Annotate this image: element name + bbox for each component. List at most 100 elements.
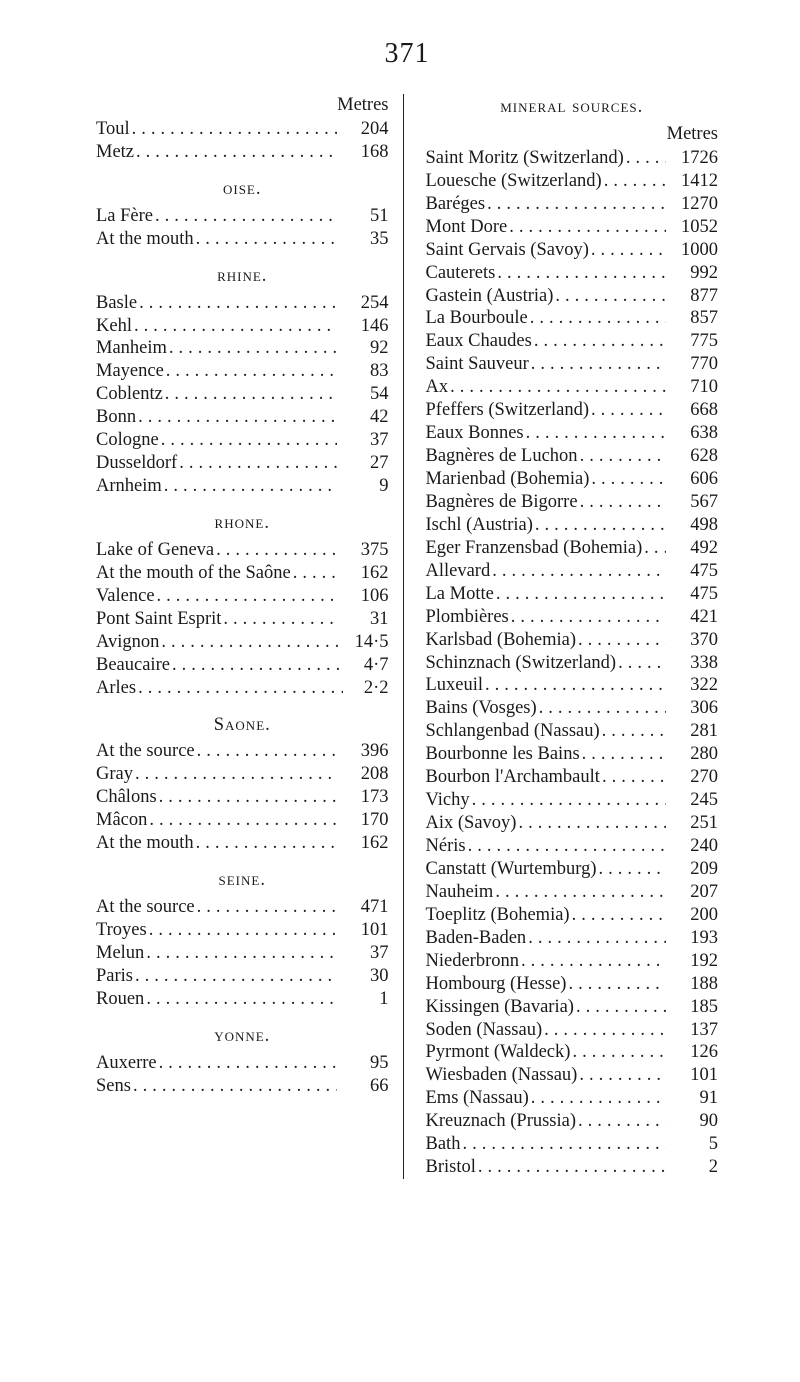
leader-dots xyxy=(495,262,666,285)
leader-dots xyxy=(130,118,337,141)
leader-dots xyxy=(566,973,666,996)
row-label: Pyrmont (Waldeck) xyxy=(426,1041,571,1064)
leader-dots xyxy=(483,674,666,697)
data-row: Néris240 xyxy=(426,835,719,858)
data-row: Hombourg (Hesse) 188 xyxy=(426,973,719,996)
row-value: 208 xyxy=(337,763,389,786)
row-value: 31 xyxy=(337,608,389,631)
row-label: Gray xyxy=(96,763,133,786)
data-row: Melun37 xyxy=(96,942,389,965)
data-row: Bagnères de Luchon628 xyxy=(426,445,719,468)
row-value: 245 xyxy=(666,789,718,812)
leader-dots xyxy=(553,285,666,308)
row-value: 638 xyxy=(666,422,718,445)
row-value: 200 xyxy=(666,904,718,927)
row-value: 95 xyxy=(337,1052,389,1075)
row-label: Melun xyxy=(96,942,144,965)
row-value: 35 xyxy=(337,228,389,251)
row-label: La Fère xyxy=(96,205,153,228)
row-value: 2 xyxy=(666,1156,718,1179)
row-value: 475 xyxy=(666,560,718,583)
row-value: 92 xyxy=(337,337,389,360)
row-value: 54 xyxy=(337,383,389,406)
leader-dots xyxy=(589,399,666,422)
row-value: 1 xyxy=(337,988,389,1011)
leader-dots xyxy=(507,216,666,239)
leader-dots xyxy=(466,835,666,858)
data-row: Auxerre95 xyxy=(96,1052,389,1075)
row-label: Saint Sauveur xyxy=(426,353,529,376)
row-label: Schlangenbad (Nassau) xyxy=(426,720,600,743)
row-value: 27 xyxy=(337,452,389,475)
data-row: Mayence83 xyxy=(96,360,389,383)
row-label: Mâcon xyxy=(96,809,147,832)
leader-dots xyxy=(542,1019,666,1042)
leader-dots xyxy=(147,809,336,832)
row-value: 567 xyxy=(666,491,718,514)
data-row: La Motte475 xyxy=(426,583,719,606)
row-label: Allevard xyxy=(426,560,491,583)
row-value: 492 xyxy=(666,537,718,560)
data-row: Coblentz54 xyxy=(96,383,389,406)
row-value: 37 xyxy=(337,429,389,452)
row-label: Mayence xyxy=(96,360,164,383)
data-row: Bristol2 xyxy=(426,1156,719,1179)
row-value: 137 xyxy=(666,1019,718,1042)
row-label: Toul xyxy=(96,118,130,141)
data-row: Manheim92 xyxy=(96,337,389,360)
leader-dots xyxy=(485,193,666,216)
data-row: La Fère 51 xyxy=(96,205,389,228)
right-heading: mineral sources. xyxy=(426,96,719,119)
row-label: Karlsbad (Bohemia) xyxy=(426,629,577,652)
leader-dots xyxy=(163,383,337,406)
row-label: Bagnères de Luchon xyxy=(426,445,578,468)
leader-dots xyxy=(519,950,666,973)
two-column-layout: Metres Toul204Metz168oise.La Fère51At th… xyxy=(96,94,718,1179)
row-label: Bath xyxy=(426,1133,461,1156)
data-row: At the mouth162 xyxy=(96,832,389,855)
leader-dots xyxy=(529,353,666,376)
data-row: Allevard 475 xyxy=(426,560,719,583)
leader-dots xyxy=(214,539,336,562)
row-label: Louesche (Switzerland) xyxy=(426,170,602,193)
leader-dots xyxy=(577,1064,666,1087)
data-row: Dusseldorf27 xyxy=(96,452,389,475)
row-label: Paris xyxy=(96,965,133,988)
row-value: 185 xyxy=(666,996,718,1019)
row-value: 498 xyxy=(666,514,718,537)
leader-dots xyxy=(195,740,337,763)
data-row: Cauterets992 xyxy=(426,262,719,285)
leader-dots xyxy=(144,988,336,1011)
row-value: 4·7 xyxy=(343,654,389,677)
row-label: Wiesbaden (Nassau) xyxy=(426,1064,578,1087)
row-value: 51 xyxy=(337,205,389,228)
row-value: 207 xyxy=(666,881,718,904)
row-label: Arnheim xyxy=(96,475,162,498)
row-label: Mont Dore xyxy=(426,216,508,239)
row-label: Lake of Geneva xyxy=(96,539,214,562)
data-row: Nauheim 207 xyxy=(426,881,719,904)
data-row: Bonn42 xyxy=(96,406,389,429)
row-value: 770 xyxy=(666,353,718,376)
leader-dots xyxy=(574,996,666,1019)
leader-dots xyxy=(589,468,666,491)
row-label: Nauheim xyxy=(426,881,494,904)
data-row: At the source396 xyxy=(96,740,389,763)
leader-dots xyxy=(131,1075,337,1098)
row-value: 66 xyxy=(337,1075,389,1098)
row-label: Pont Saint Esprit xyxy=(96,608,221,631)
row-label: Hombourg (Hesse) xyxy=(426,973,567,996)
row-label: Eger Franzensbad (Bohemia) xyxy=(426,537,643,560)
row-value: 188 xyxy=(666,973,718,996)
leader-dots xyxy=(164,360,337,383)
data-row: Toul204 xyxy=(96,118,389,141)
leader-dots xyxy=(470,789,666,812)
row-value: 877 xyxy=(666,285,718,308)
leader-dots xyxy=(132,315,337,338)
section-heading: yonne. xyxy=(96,1025,389,1048)
row-label: Rouen xyxy=(96,988,144,1011)
data-row: At the source471 xyxy=(96,896,389,919)
leader-dots xyxy=(578,445,666,468)
row-label: Schinznach (Switzerland) xyxy=(426,652,617,675)
leader-dots xyxy=(570,1041,666,1064)
